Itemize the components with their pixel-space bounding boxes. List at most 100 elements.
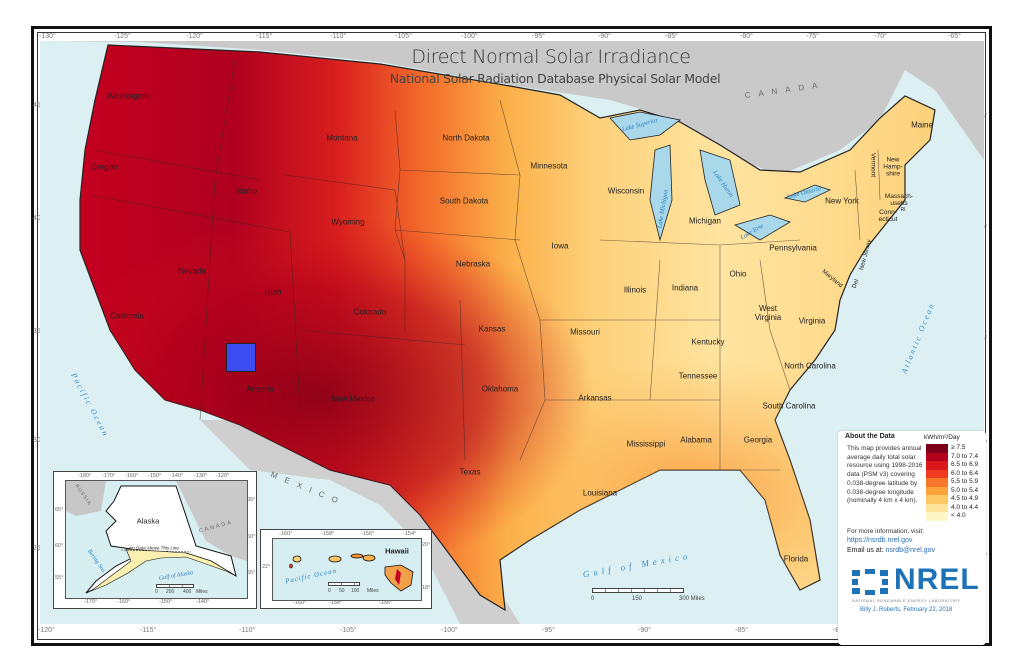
alaska-inset[interactable]: Alaska RUSSIA CANADA Bering Sea Gulf of … (53, 471, 257, 609)
legend-swatch (926, 461, 948, 470)
scale-label: Miles (196, 589, 208, 595)
tick-label: 55° (55, 575, 64, 581)
nsrdb-link[interactable]: https://nsrdb.nrel.gov (847, 537, 913, 544)
tick-label: -85° (665, 33, 678, 40)
tick-label: 40° (33, 215, 44, 222)
tick-label: -154° (403, 531, 417, 537)
state-label: Mississippi (626, 439, 666, 449)
about-text: This map provides annual average daily t… (847, 445, 923, 505)
state-label: South Carolina (762, 401, 816, 411)
tick-label: -130° (39, 33, 56, 40)
tick-label: -150° (148, 473, 162, 479)
legend-swatch (926, 478, 948, 487)
legend-range-label: 7.0 to 7.4 (951, 452, 979, 460)
tick-label: -156° (379, 600, 393, 606)
no-data-label: No Data Above This Line (129, 545, 179, 551)
state-label: Oregon (90, 162, 118, 172)
nrel-subtext: NATIONAL RENEWABLE ENERGY LABORATORY (852, 599, 961, 603)
tick-label: 20° (422, 542, 431, 548)
state-label: New Mexico (331, 394, 375, 404)
tick-label: -85° (735, 627, 748, 634)
state-label: North Carolina (784, 361, 836, 371)
state-label: Indiana (671, 283, 699, 293)
scale-label: 100 (351, 588, 360, 594)
hawaii-inset[interactable]: Hawaii Pacific Ocean 0 50 100 Miles -160… (260, 529, 432, 609)
tick-label: -156° (361, 531, 375, 537)
state-label: North Dakota (442, 133, 490, 143)
legend-swatch (926, 444, 948, 453)
hawaii-scale-bar (328, 582, 360, 586)
state-label: Colorado (353, 307, 387, 317)
tick-label: -160° (117, 599, 131, 605)
map-frame-outer (31, 26, 992, 646)
scale-label: 300 Miles (679, 596, 705, 602)
nrel-logo: NREL (850, 563, 979, 597)
state-label: Louisiana (582, 488, 618, 498)
hawaii-islands (289, 553, 414, 592)
scale-label: 0 (591, 596, 595, 602)
map-title: Direct Normal Solar Irradiance (411, 46, 691, 68)
tick-label: -140° (196, 599, 210, 605)
tick-label: -170° (84, 599, 98, 605)
scale-label: 0 (328, 588, 331, 594)
legend-range-label: ≥ 7.5 (951, 444, 966, 451)
alaska-label: Alaska (136, 516, 160, 526)
legend-swatch (926, 512, 948, 521)
legend-panel: About the Data kWh/m²/Day This map provi… (838, 431, 986, 645)
more-info-text: For more information, visit: (847, 528, 924, 535)
state-label: Arkansas (578, 393, 612, 403)
state-label: Montana (326, 133, 358, 143)
legend-range-label: < 4.0 (951, 512, 966, 519)
state-label: Maine (911, 120, 933, 130)
state-label: Michigan (688, 216, 722, 226)
tick-label: -115° (256, 33, 273, 40)
alaska-inset-map: Alaska RUSSIA CANADA Bering Sea Gulf of … (65, 480, 248, 599)
tick-label: -65° (948, 33, 961, 40)
scale-bar-graphic (592, 588, 684, 593)
nrel-wordmark: NREL (894, 563, 980, 596)
state-label: Georgia (743, 435, 773, 445)
state-label: New York (825, 196, 859, 206)
state-label: Missouri (570, 327, 600, 337)
hawaii-inset-map: Hawaii Pacific Ocean 0 50 100 Miles (272, 538, 422, 601)
email-line: Email us at: nsrdb@nrel.gov (847, 547, 935, 554)
tick-label: -120° (216, 473, 230, 479)
alaska-scale-bar (156, 584, 194, 588)
state-label: South Dakota (439, 196, 489, 206)
state-label: Utah (264, 287, 282, 297)
scale-label: 150 (632, 596, 643, 602)
state-label: Nevada (178, 266, 206, 276)
state-label: California (110, 311, 144, 321)
state-label: Idaho (236, 186, 258, 196)
tick-label: -130° (194, 473, 208, 479)
tick-label: -95° (532, 33, 545, 40)
us-map-graphic (40, 41, 984, 624)
tick-label: -125° (114, 33, 131, 40)
email-link[interactable]: nsrdb@nrel.gov (885, 547, 936, 554)
tick-label: -100° (461, 33, 478, 40)
legend-range-label: 5.0 to 5.4 (951, 486, 979, 494)
state-label: Ohio (729, 269, 747, 279)
legend-range-label: 4.5 to 4.9 (951, 495, 979, 502)
scale-label: 400 (183, 589, 192, 595)
tick-label: -160° (279, 531, 293, 537)
state-label: RI (900, 207, 906, 213)
legend-swatch (926, 469, 948, 478)
tick-label: -75° (806, 33, 819, 40)
legend-range-label: 5.5 to 5.9 (951, 478, 979, 485)
tick-label: 65° (247, 497, 256, 503)
tick-label: -160° (125, 473, 139, 479)
legend-units: kWh/m²/Day (924, 434, 960, 441)
tick-label: -170° (102, 473, 116, 479)
map-canvas[interactable] (40, 41, 984, 624)
tick-label: -80° (740, 33, 753, 40)
map-credit: Billy J. Roberts, February 22, 2018 (860, 607, 953, 613)
tick-label: 60° (55, 543, 64, 549)
nrel-logo-icon (852, 569, 888, 595)
state-label: Oklahoma (481, 384, 519, 394)
tick-label: -115° (140, 627, 157, 634)
state-label: Alabama (680, 435, 712, 445)
highlight-marker (226, 343, 256, 372)
tick-label: 45° (33, 102, 44, 109)
tick-label: 65° (55, 507, 64, 513)
